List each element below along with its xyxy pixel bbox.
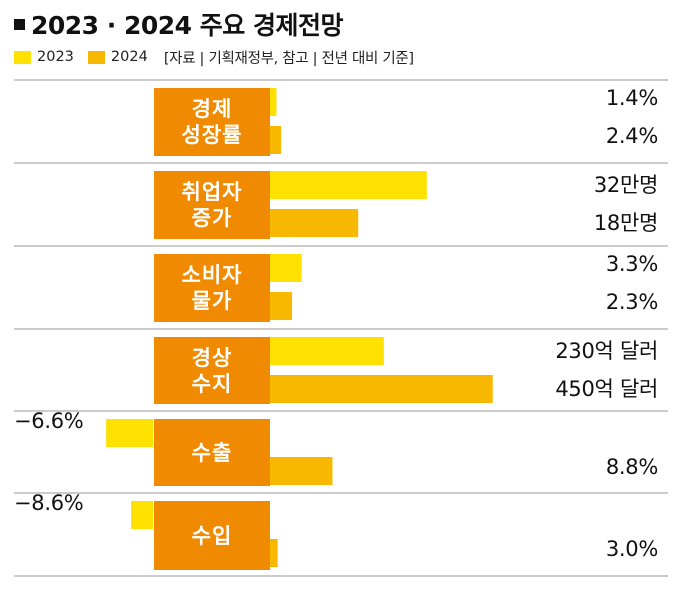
bar-2024 — [270, 292, 293, 320]
bar-2023 — [270, 171, 427, 199]
title-square-icon — [14, 19, 25, 30]
category-label: 물가 — [191, 289, 233, 313]
value-label: 3.0% — [605, 537, 658, 561]
legend-label-2023: 2023 — [37, 49, 74, 65]
value-label: 1.4% — [605, 86, 658, 110]
legend-item-2024: 2024 — [87, 49, 148, 65]
category-label: 수출 — [191, 440, 233, 465]
value-label: 3.3% — [605, 252, 658, 276]
bar-2024 — [270, 126, 282, 154]
legend-item-2023: 2023 — [14, 49, 74, 65]
legend-swatch-2024 — [87, 50, 105, 64]
value-label: 32만명 — [593, 173, 658, 197]
value-label: −8.6% — [14, 491, 84, 515]
value-label: 2.4% — [605, 124, 658, 148]
bar-2023 — [131, 501, 153, 529]
value-label: 450억 달러 — [555, 377, 658, 401]
bar-2024 — [270, 375, 493, 403]
chart-title-text: 2023 · 2024 주요 경제전망 — [31, 11, 343, 40]
category-label: 수입 — [191, 523, 233, 548]
legend-label-2024: 2024 — [110, 49, 148, 65]
category-label: 증가 — [191, 206, 233, 230]
category-label: 수지 — [191, 371, 233, 396]
category-label: 경상 — [191, 345, 233, 370]
bar-2023 — [270, 337, 384, 365]
value-label: 18만명 — [593, 211, 658, 235]
category-label-box: 수입 — [154, 501, 270, 570]
category-label-box: 소비자 물가 — [154, 254, 270, 322]
value-label: 2.3% — [605, 290, 658, 314]
category-label: 경제 — [191, 97, 233, 121]
chart-title: 2023 · 2024 주요 경제전망 — [14, 6, 343, 42]
value-label: −6.6% — [14, 409, 84, 433]
category-label: 성장률 — [181, 123, 243, 147]
category-label: 소비자 — [181, 263, 243, 287]
value-label: 230억 달러 — [555, 339, 658, 363]
bar-2023 — [106, 419, 153, 447]
bar-2024 — [270, 539, 278, 567]
legend-swatch-2023 — [14, 50, 31, 64]
bar-2024 — [270, 457, 333, 485]
bar-2023 — [270, 254, 302, 282]
bar-2023 — [270, 88, 277, 116]
category-label-box: 수출 — [154, 419, 270, 486]
source-note: [자료 | 기획재정부, 참고 | 전년 대비 기준] — [163, 50, 414, 67]
category-label-box: 취업자 증가 — [154, 171, 270, 239]
value-label: 8.8% — [605, 455, 658, 479]
category-label: 취업자 — [181, 180, 243, 204]
bar-2024 — [270, 209, 359, 237]
category-label-box: 경상 수지 — [154, 337, 270, 404]
category-label-box: 경제 성장률 — [154, 88, 270, 156]
legend: 2023 2024 [자료 | 기획재정부, 참고 | 전년 대비 기준] — [14, 46, 414, 68]
